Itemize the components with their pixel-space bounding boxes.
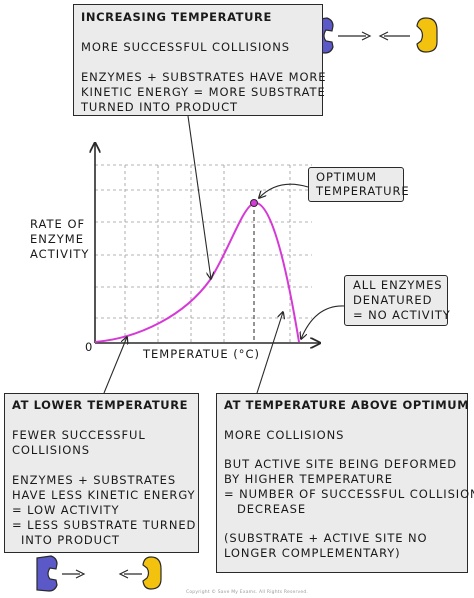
origin-label: 0 bbox=[85, 340, 94, 354]
arrow-right-icon bbox=[338, 31, 372, 41]
graph-grid bbox=[95, 164, 312, 343]
y-axis-label-line-1: RATE OF bbox=[30, 217, 86, 231]
lower-line-3: ENZYMES + SUBSTRATES bbox=[12, 473, 177, 487]
y-axis-label-line-3: ACTIVITY bbox=[30, 247, 90, 261]
x-axis-label: TEMPERATUE (°C) bbox=[143, 347, 261, 361]
above-optimum-title: AT TEMPERATURE ABOVE OPTIMUM bbox=[224, 398, 470, 412]
increasing-temperature-title: INCREASING TEMPERATURE bbox=[81, 10, 272, 24]
lower-line-2: COLLISIONS bbox=[12, 443, 90, 457]
increasing-pointer-arrow bbox=[187, 115, 211, 279]
optimum-pointer-arrow bbox=[259, 183, 309, 198]
optimum-point bbox=[250, 199, 258, 207]
enzyme-icon bbox=[36, 555, 58, 592]
above-line-2: BUT ACTIVE SITE BEING DEFORMED bbox=[224, 457, 458, 471]
denatured-callout-line-1: ALL ENZYMES bbox=[353, 278, 443, 292]
arrow-right-icon bbox=[62, 569, 86, 579]
arrow-left-icon bbox=[378, 31, 410, 41]
lower-pointer-arrow bbox=[103, 337, 127, 394]
increasing-line-2: ENZYMES + SUBSTRATES HAVE MORE bbox=[81, 70, 327, 84]
above-line-1: MORE COLLISIONS bbox=[224, 428, 345, 442]
arrow-left-icon bbox=[118, 569, 142, 579]
enzyme-activity-curve bbox=[94, 201, 300, 343]
increasing-line-1: MORE SUCCESSFUL COLLISIONS bbox=[81, 40, 290, 54]
increasing-line-3: KINETIC ENERGY = MORE SUBSTRATE bbox=[81, 85, 326, 99]
enzyme-substrate-bottom-icon bbox=[36, 555, 162, 592]
lower-temperature-title: AT LOWER TEMPERATURE bbox=[12, 398, 189, 412]
optimum-callout-line-1: OPTIMUM bbox=[316, 170, 377, 184]
substrate-icon bbox=[416, 17, 438, 53]
y-axis-label-line-2: ENZYME bbox=[30, 232, 84, 246]
above-line-6: (SUBSTRATE + ACTIVE SITE NO bbox=[224, 531, 428, 545]
lower-line-4: HAVE LESS KINETIC ENERGY bbox=[12, 488, 196, 502]
denatured-callout: ALL ENZYMES DENATURED = NO ACTIVITY bbox=[344, 275, 451, 326]
denatured-callout-line-2: DENATURED bbox=[353, 293, 433, 307]
above-line-3: BY HIGHER TEMPERATURE bbox=[224, 472, 393, 486]
above-line-4: = NUMBER OF SUCCESSFUL COLLISIONS bbox=[224, 487, 474, 501]
increasing-line-4: TURNED INTO PRODUCT bbox=[81, 100, 238, 114]
optimum-callout-line-2: TEMPERATURE bbox=[316, 184, 410, 198]
above-pointer-arrow bbox=[256, 312, 283, 394]
increasing-temperature-box: INCREASING TEMPERATURE MORE SUCCESSFUL C… bbox=[73, 4, 327, 116]
lower-line-7: INTO PRODUCT bbox=[21, 533, 120, 547]
above-line-5: DECREASE bbox=[237, 502, 307, 516]
copyright-notice: Copyright © Save My Exams. All Rights Re… bbox=[186, 590, 309, 595]
lower-line-1: FEWER SUCCESSFUL bbox=[12, 428, 146, 442]
denatured-callout-line-3: = NO ACTIVITY bbox=[353, 308, 451, 322]
above-line-7: LONGER COMPLEMENTARY) bbox=[224, 546, 401, 560]
optimum-callout: OPTIMUM TEMPERATURE bbox=[308, 167, 409, 202]
enzyme-substrate-top-icon bbox=[312, 17, 438, 54]
lower-line-5: = LOW ACTIVITY bbox=[12, 503, 120, 517]
above-optimum-box: AT TEMPERATURE ABOVE OPTIMUM MORE COLLIS… bbox=[216, 393, 474, 573]
lower-temperature-box: AT LOWER TEMPERATURE FEWER SUCCESSFUL CO… bbox=[4, 393, 199, 553]
denatured-pointer-arrow bbox=[301, 305, 345, 339]
substrate-icon bbox=[142, 556, 162, 590]
lower-line-6: = LESS SUBSTRATE TURNED bbox=[12, 518, 197, 532]
